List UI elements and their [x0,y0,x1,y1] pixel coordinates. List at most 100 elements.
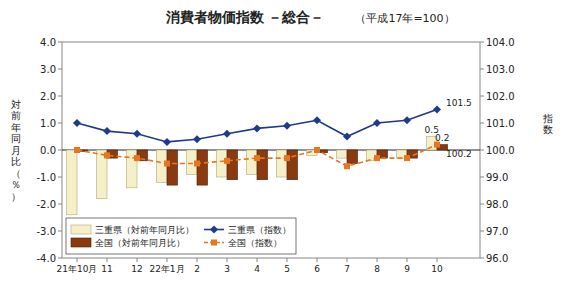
y-tick [58,177,62,178]
x-tick-label: 3 [224,264,230,274]
y-tick [58,96,62,97]
x-tick [167,258,168,262]
x-tick-label: 10 [431,264,443,274]
x-tick-label: 5 [284,264,290,274]
x-tick [227,258,228,262]
annotation: 100.2 [446,149,472,159]
y2-tick [480,42,484,43]
marker [223,130,231,138]
y-tick [58,123,62,124]
y-axis-label: 対前年同月比（％） [11,99,21,202]
y-tick [58,204,62,205]
legend-label: 全国（対前年同月比） [95,238,185,248]
x-tick [437,258,438,262]
marker [104,152,110,158]
x-tick [107,258,108,262]
x-tick-label: 6 [314,264,320,274]
marker [253,124,261,132]
y-tick-label: -3.0 [36,226,56,237]
y-axis-label-char: 月 [11,145,21,156]
y2-tick-label: 99.0 [486,172,508,183]
bar [247,150,258,174]
y2-tick-label: 103.0 [486,64,515,75]
marker [314,147,320,153]
annotation: 101.5 [446,98,472,108]
y-axis-label-char: 対 [11,99,21,110]
subtitle: （平成17年=100） [355,12,454,25]
y-axis-label-char: ％ [11,179,21,190]
y2-axis-label: 指数 [542,113,553,136]
bar [167,150,178,185]
legend: 三重県（対前年同月比）全国（対前年同月比）三重県（指数）全国（指数） [66,218,296,254]
bar [347,150,358,164]
x-tick [317,258,318,262]
legend-marker [211,240,217,246]
x-tick-label: 21年10月 [57,264,98,274]
legend-marker [210,226,218,234]
legend-label: 三重県（対前年同月比） [95,225,194,235]
x-tick-label: 2 [194,264,200,274]
y2-tick-label: 104.0 [486,37,515,48]
legend-label: 三重県（指数） [228,225,291,235]
bar [67,150,78,215]
y-tick [58,42,62,43]
y2-tick [480,258,484,259]
y-tick [58,231,62,232]
y2-tick-label: 96.0 [486,253,508,264]
y2-tick-label: 102.0 [486,91,515,102]
bar [277,150,288,177]
y-tick-label: -2.0 [36,199,56,210]
y-tick-label: 3.0 [40,64,56,75]
marker [193,135,201,143]
y-tick [58,69,62,70]
plot-frame [62,42,480,258]
marker [73,119,81,127]
y-axis-label-char: （ [11,168,21,179]
marker [254,155,260,161]
y2-tick-label: 98.0 [486,199,508,210]
chart: 消費者物価指数 －総合－（平成17年=100）-4.0-3.0-2.0-1.00… [0,0,580,295]
marker [133,130,141,138]
marker [374,155,380,161]
y-tick-label: 0.0 [40,145,56,156]
x-tick [137,258,138,262]
x-tick [347,258,348,262]
x-tick [407,258,408,262]
marker [343,133,351,141]
line [77,145,437,167]
y-tick-label: 4.0 [40,37,56,48]
y-tick [58,258,62,259]
marker [373,119,381,127]
y2-tick [480,96,484,97]
y2-tick [480,177,484,178]
bar [337,150,348,158]
marker [164,161,170,167]
x-tick-label: 11 [101,264,112,274]
x-tick [77,258,78,262]
x-tick-label: 12 [131,264,142,274]
line [77,110,437,142]
y2-tick-label: 97.0 [486,226,508,237]
x-tick [377,258,378,262]
y-axis-label-char: ） [11,191,21,202]
y2-tick [480,231,484,232]
marker [313,116,321,124]
y2-axis-label-char: 指 [542,113,553,124]
x-tick-label: 7 [344,264,350,274]
y-axis-label-char: 前 [11,110,21,121]
bar [197,150,208,185]
legend-swatch [71,225,91,234]
y2-tick [480,69,484,70]
y-tick [58,150,62,151]
y2-axis-label-char: 数 [543,124,553,135]
annotation: 0.2 [435,133,449,143]
marker [283,122,291,130]
marker [224,158,230,164]
y2-tick [480,123,484,124]
x-tick [197,258,198,262]
marker [344,163,350,169]
marker [194,161,200,167]
bar [287,150,298,180]
y-axis-label-char: 同 [11,133,21,144]
x-tick-label: 4 [254,264,260,274]
